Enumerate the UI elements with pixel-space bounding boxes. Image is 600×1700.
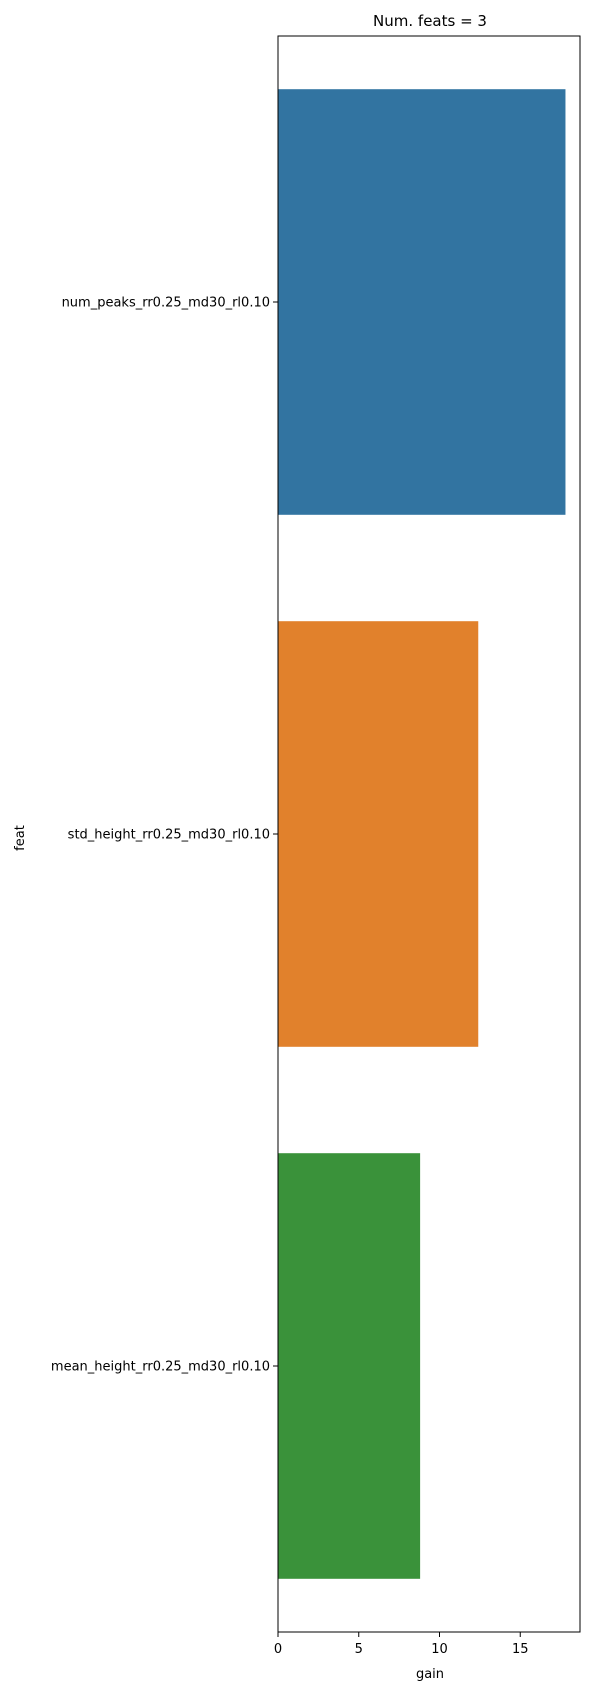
chart-title: Num. feats = 3	[373, 12, 487, 30]
x-tick-label-4: 15	[512, 1642, 529, 1657]
x-tick-label-1: 0	[274, 1642, 282, 1657]
bar-1	[278, 89, 566, 515]
y-axis-label: feat	[13, 825, 28, 851]
bar-3	[278, 1153, 421, 1579]
y-axis-ticks: num_peaks_rr0.25_md30_rl0.10 std_height_r…	[51, 296, 278, 1375]
bar-2	[278, 621, 479, 1047]
x-tick-label-3: 10	[431, 1642, 448, 1657]
y-tick-label-2: std_height_rr0.25_md30_rl0.10	[68, 828, 270, 843]
bars-group	[278, 89, 566, 1579]
x-axis-ticks: 0 5 10 15	[274, 1632, 529, 1657]
y-tick-label-3: mean_height_rr0.25_md30_rl0.10	[51, 1360, 270, 1375]
x-tick-label-2: 5	[355, 1642, 363, 1657]
x-axis-label: gain	[416, 1667, 444, 1682]
y-tick-label-1: num_peaks_rr0.25_md30_rl0.10	[62, 296, 270, 311]
